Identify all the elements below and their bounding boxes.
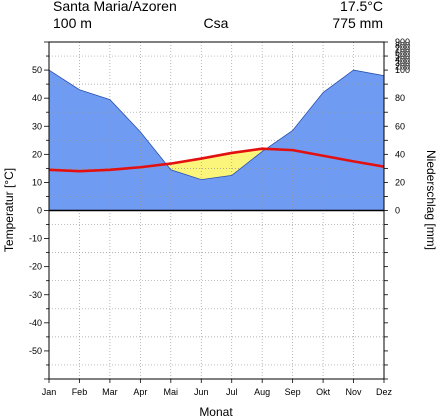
y-tick-label-right: 60 — [395, 121, 405, 131]
arid-area — [201, 152, 232, 180]
y-tick-label-left: -10 — [29, 234, 42, 244]
y-axis-label-right: Niederschlag [mm] — [424, 150, 438, 250]
annual-precipitation: 775 mm — [332, 15, 383, 31]
precipitation-line — [48, 69, 385, 181]
y-tick-label-right: 80 — [395, 93, 405, 103]
ticks: 50403020100-10-20-30-40-5090080070060050… — [29, 37, 410, 397]
station-name: Santa Maria/Azoren — [53, 0, 177, 14]
y-tick-label-right: 500 — [395, 51, 410, 61]
x-tick-label: Feb — [72, 387, 88, 397]
plot-area: 50403020100-10-20-30-40-5090080070060050… — [29, 37, 410, 397]
x-tick-label: Jan — [42, 387, 57, 397]
x-tick-label: Nov — [346, 387, 363, 397]
y-tick-label-right: 200 — [395, 62, 410, 72]
x-tick-label: Sep — [285, 387, 301, 397]
x-tick-label: Jul — [226, 387, 238, 397]
x-tick-label: Apr — [133, 387, 147, 397]
y-tick-label-right: 600 — [395, 48, 410, 58]
y-tick-label-left: -20 — [29, 262, 42, 272]
x-tick-label: Aug — [254, 387, 270, 397]
y-tick-label-right: 300 — [395, 58, 410, 68]
y-tick-label-left: -40 — [29, 318, 42, 328]
y-tick-label-right: 100 — [395, 65, 410, 75]
x-tick-label: Dez — [376, 387, 393, 397]
y-tick-label-right: 400 — [395, 55, 410, 65]
mean-temperature: 17.5°C — [340, 0, 383, 14]
x-tick-label: Jun — [194, 387, 209, 397]
y-tick-label-right: 0 — [395, 206, 400, 216]
y-tick-label-right: 900 — [395, 37, 410, 47]
precipitation-area — [49, 70, 384, 211]
y-tick-label-right: 800 — [395, 41, 410, 51]
arid-area — [231, 148, 263, 176]
temperature-line — [48, 147, 385, 173]
elevation: 100 m — [53, 15, 92, 31]
x-axis-label: Monat — [199, 405, 233, 418]
y-axis-label-left: Temperatur [°C] — [2, 168, 16, 252]
x-tick-label: Mar — [102, 387, 118, 397]
x-tick-label: Okt — [316, 387, 331, 397]
y-tick-label-left: 50 — [32, 65, 42, 75]
y-tick-label-left: 30 — [32, 121, 42, 131]
y-tick-label-left: 40 — [32, 93, 42, 103]
y-tick-label-right: 40 — [395, 149, 405, 159]
arid-area — [170, 158, 202, 180]
climate-class: Csa — [204, 15, 229, 31]
y-tick-label-left: -50 — [29, 346, 42, 356]
y-tick-label-left: 0 — [37, 206, 42, 216]
y-tick-label-right: 20 — [395, 177, 405, 187]
y-tick-label-right: 700 — [395, 44, 410, 54]
y-tick-label-left: 10 — [32, 177, 42, 187]
x-tick-label: Mai — [164, 387, 179, 397]
y-tick-label-left: 20 — [32, 149, 42, 159]
y-tick-label-left: -30 — [29, 290, 42, 300]
